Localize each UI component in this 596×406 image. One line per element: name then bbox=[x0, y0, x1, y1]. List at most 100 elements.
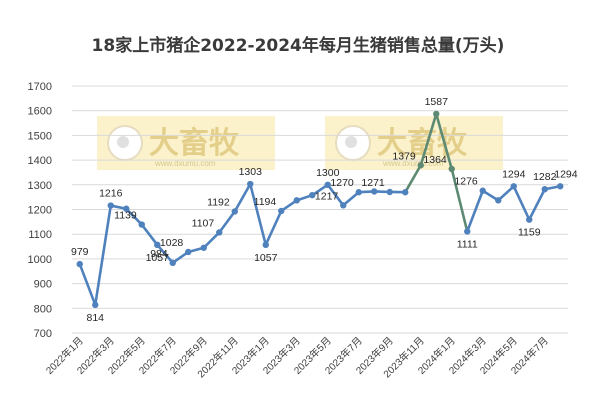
y-tick-label: 700 bbox=[34, 328, 52, 340]
data-label: 1270 bbox=[330, 177, 354, 189]
data-point bbox=[433, 110, 440, 118]
data-point bbox=[92, 301, 99, 309]
data-point bbox=[541, 186, 548, 193]
line-segment bbox=[496, 184, 516, 202]
data-label: 1192 bbox=[207, 196, 230, 208]
line-segment bbox=[78, 262, 97, 307]
line-segment bbox=[465, 189, 485, 233]
y-tick-label: 1600 bbox=[28, 106, 52, 118]
data-point bbox=[216, 229, 223, 236]
data-label: 1111 bbox=[457, 238, 478, 250]
data-label: 1216 bbox=[99, 188, 123, 200]
gridlines bbox=[72, 85, 568, 334]
y-tick-label: 1400 bbox=[28, 155, 52, 167]
data-label: 1159 bbox=[518, 227, 541, 239]
data-point bbox=[495, 197, 502, 204]
data-point bbox=[309, 191, 316, 199]
line-segment bbox=[233, 182, 252, 213]
y-tick-label: 1700 bbox=[28, 81, 52, 93]
data-label: 1587 bbox=[425, 96, 449, 108]
line-segment bbox=[202, 231, 221, 250]
chart-title: 18家上市猪企2022-2024年每月生猪销售总量(万头) bbox=[92, 35, 505, 56]
y-tick-label: 800 bbox=[34, 303, 52, 315]
data-point bbox=[324, 181, 331, 188]
data-label: 1276 bbox=[454, 176, 478, 188]
data-label: 1057 bbox=[254, 252, 278, 264]
data-point bbox=[138, 221, 145, 228]
data-label: 1194 bbox=[254, 196, 277, 208]
data-point bbox=[76, 260, 83, 268]
data-point bbox=[262, 241, 269, 249]
watermark-logo-dot bbox=[345, 136, 357, 148]
data-label: 1139 bbox=[114, 210, 137, 222]
data-point bbox=[526, 216, 533, 223]
line-segment bbox=[512, 184, 531, 221]
data-point bbox=[417, 162, 424, 169]
x-axis: 2022年1月2022年3月2022年5月2022年7月2022年9月2022年… bbox=[43, 334, 551, 380]
y-axis: 700 800 900 1000 1100 1200 1300 1400 1500 1600 170… bbox=[28, 81, 52, 340]
watermark-text: 大畜牧 bbox=[149, 126, 240, 161]
data-label: 1294 bbox=[502, 168, 526, 180]
y-tick-label: 900 bbox=[34, 279, 52, 291]
watermark-url: www.dxumu.com bbox=[382, 159, 444, 168]
data-point bbox=[154, 241, 161, 249]
line-segment bbox=[326, 183, 345, 207]
data-point bbox=[479, 187, 486, 194]
data-point bbox=[340, 202, 347, 209]
data-point bbox=[386, 188, 393, 196]
data-point bbox=[200, 244, 207, 251]
data-labels: 9798141216113910579841028110711921303105… bbox=[71, 96, 578, 324]
data-label: 1057 bbox=[146, 252, 170, 264]
data-point bbox=[464, 228, 471, 235]
data-point bbox=[231, 208, 238, 215]
y-tick-label: 1200 bbox=[28, 205, 52, 217]
data-label: 1294 bbox=[554, 168, 578, 180]
line-segment bbox=[264, 209, 283, 247]
data-point bbox=[371, 188, 378, 195]
line-segment bbox=[140, 223, 159, 247]
y-tick-label: 1500 bbox=[28, 130, 52, 142]
line-segment bbox=[155, 243, 175, 265]
line-segment bbox=[341, 190, 361, 207]
data-label: 984 bbox=[150, 248, 168, 260]
line-segment bbox=[403, 163, 423, 194]
line-segment bbox=[93, 204, 113, 307]
data-point bbox=[448, 165, 455, 173]
data-point bbox=[247, 180, 254, 188]
data-point bbox=[355, 189, 362, 196]
line-segment bbox=[248, 182, 268, 247]
data-point bbox=[278, 207, 285, 215]
y-tick-label: 1000 bbox=[28, 254, 52, 266]
line-segment bbox=[124, 207, 144, 226]
data-label: 1217 bbox=[315, 190, 339, 202]
data-label: 1028 bbox=[160, 237, 184, 249]
line-segment bbox=[434, 112, 454, 171]
data-point bbox=[557, 183, 564, 190]
data-label: 1271 bbox=[361, 177, 385, 189]
data-label: 979 bbox=[71, 246, 89, 258]
watermark-url: www.dxumu.com bbox=[154, 159, 216, 168]
y-tick-label: 1100 bbox=[28, 229, 52, 241]
data-point bbox=[510, 183, 517, 190]
line-segment bbox=[450, 167, 469, 233]
watermark-logo-dot bbox=[117, 136, 129, 148]
line-segment bbox=[527, 187, 547, 221]
line-segment bbox=[419, 112, 438, 167]
data-label: 1364 bbox=[423, 154, 447, 166]
data-point bbox=[107, 202, 114, 209]
y-tick-label: 1300 bbox=[28, 180, 52, 192]
data-point bbox=[293, 197, 300, 204]
data-point bbox=[169, 259, 176, 267]
data-label: 1107 bbox=[192, 217, 215, 229]
data-point bbox=[402, 189, 409, 196]
data-label: 1300 bbox=[316, 167, 340, 179]
data-label: 1379 bbox=[392, 150, 416, 162]
data-label: 1303 bbox=[239, 166, 263, 178]
data-point bbox=[123, 205, 130, 212]
data-label: 814 bbox=[86, 312, 104, 324]
data-point bbox=[185, 248, 192, 256]
data-label: 1282 bbox=[533, 171, 557, 183]
